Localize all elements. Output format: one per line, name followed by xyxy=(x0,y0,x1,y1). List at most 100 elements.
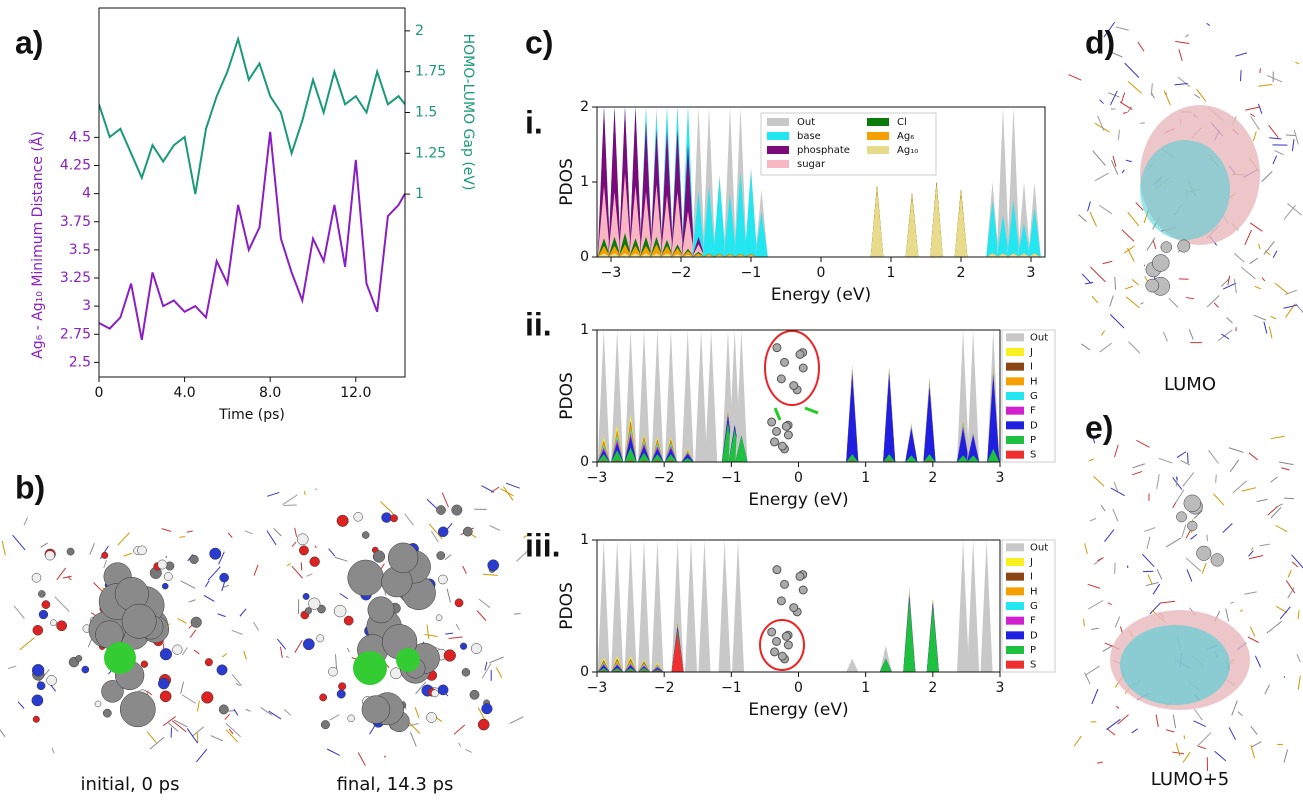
bond xyxy=(203,594,215,602)
orbital xyxy=(1120,625,1230,705)
y-tick-label: 1 xyxy=(580,532,589,548)
pdos-peak xyxy=(954,193,968,257)
legend-label: Out xyxy=(797,117,815,128)
pdos-peak xyxy=(923,454,936,462)
bond xyxy=(1115,26,1129,31)
atom xyxy=(798,363,808,373)
bond xyxy=(1172,751,1185,755)
bond xyxy=(1091,627,1099,631)
pdos-peak xyxy=(651,330,664,462)
pdos-peak xyxy=(957,429,970,462)
x-tick-label: 0 xyxy=(817,265,826,281)
legend-label: H xyxy=(1030,376,1038,387)
x-axis-label: Energy (eV) xyxy=(748,490,848,510)
bond xyxy=(285,655,289,659)
pdos-peak xyxy=(1017,223,1031,257)
x-tick-label: 4.0 xyxy=(173,385,195,401)
bond xyxy=(188,599,196,603)
bond xyxy=(1259,68,1261,74)
bond xyxy=(339,593,349,600)
y-tick-label: 3.5 xyxy=(69,242,91,258)
molecule-art xyxy=(0,21,1303,771)
panel-label: e) xyxy=(1085,409,1113,445)
bond xyxy=(426,624,430,639)
pdos-peak xyxy=(987,448,1000,462)
pdos-peak xyxy=(671,540,684,672)
data-line xyxy=(99,131,405,341)
atom xyxy=(336,689,346,699)
bond xyxy=(1256,498,1268,503)
bond xyxy=(455,623,460,631)
atom xyxy=(387,542,419,574)
bond xyxy=(1128,341,1141,354)
bond xyxy=(304,491,306,495)
panel-label: ii. xyxy=(525,306,552,342)
bond xyxy=(300,562,303,571)
atom xyxy=(31,694,44,707)
atom xyxy=(477,718,490,731)
bond xyxy=(1214,750,1227,762)
bond xyxy=(54,596,70,612)
legend-label: Ag₆ xyxy=(897,131,914,142)
atom xyxy=(451,504,463,516)
pdos-peak xyxy=(1007,107,1020,257)
atom xyxy=(319,693,328,702)
pdos-peak xyxy=(650,184,663,257)
bond xyxy=(1293,129,1299,145)
bond xyxy=(380,501,394,515)
bond xyxy=(1127,106,1132,113)
bond xyxy=(1185,297,1194,300)
pdos-peak xyxy=(637,668,651,672)
plot-area xyxy=(597,330,1000,462)
legend-label: F xyxy=(1030,406,1036,417)
bond xyxy=(1112,155,1117,167)
bond xyxy=(1156,569,1163,580)
atom xyxy=(437,574,448,585)
bond xyxy=(1206,295,1220,308)
pdos-peak xyxy=(702,107,716,257)
bond xyxy=(235,682,241,687)
pdos-peak xyxy=(967,540,980,672)
bond xyxy=(177,618,187,624)
bond xyxy=(1285,134,1297,137)
bond xyxy=(1083,618,1085,627)
bond xyxy=(227,532,233,538)
pdos-peak xyxy=(629,253,642,257)
bond xyxy=(414,707,420,719)
bond xyxy=(1081,273,1092,284)
bond xyxy=(315,488,317,491)
bond xyxy=(1147,574,1153,585)
legend-swatch xyxy=(767,118,789,126)
legend-label: S xyxy=(1030,660,1036,671)
bond xyxy=(383,755,386,758)
legend-label: P xyxy=(1030,645,1036,656)
atom xyxy=(158,677,170,690)
atom xyxy=(209,547,222,560)
legend-swatch xyxy=(767,132,789,140)
bond xyxy=(191,726,204,737)
pdos-peak xyxy=(846,374,859,462)
atom xyxy=(50,619,57,627)
bond xyxy=(1285,580,1296,594)
bond xyxy=(1109,314,1125,329)
bond xyxy=(1177,76,1191,87)
bond xyxy=(1196,732,1212,748)
pdos-peak xyxy=(639,122,653,257)
pdos-peak xyxy=(1028,253,1041,257)
x-tick-label: −2 xyxy=(654,470,675,486)
legend-label: phosphate xyxy=(797,145,850,156)
atom xyxy=(101,680,124,703)
legend-swatch xyxy=(1006,333,1024,342)
atom xyxy=(157,559,168,570)
pdos-peak xyxy=(980,540,993,672)
bond xyxy=(1087,201,1091,212)
bond xyxy=(428,523,443,540)
bond xyxy=(1229,601,1234,604)
bond xyxy=(1249,257,1259,265)
pdos-peak xyxy=(660,245,674,257)
atom xyxy=(435,614,443,622)
bond xyxy=(1106,728,1116,736)
pdos-peak xyxy=(671,191,684,257)
atom xyxy=(798,585,808,595)
bond xyxy=(294,527,298,537)
